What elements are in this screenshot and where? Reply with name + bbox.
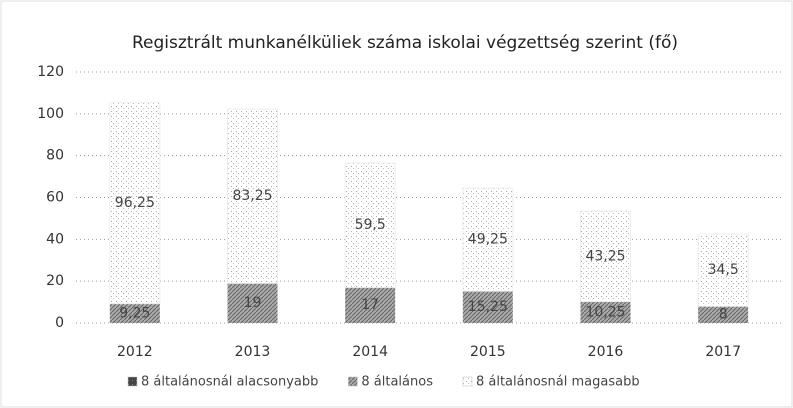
bar-segment [462,187,514,292]
bar-segment [580,210,631,303]
data-label: 34,5 [708,262,739,278]
legend-swatch [127,376,138,387]
data-label: 9,25 [119,305,150,321]
data-label: 49,25 [468,232,508,248]
legend-swatch [462,376,473,387]
y-tick-label: 40 [46,231,64,247]
y-tick-label: 100 [37,106,64,122]
x-tick-label: 2017 [705,344,741,360]
bar-segment [462,291,513,323]
bar-segment [698,306,749,323]
y-tick-label: 120 [37,64,64,80]
legend-label: 8 általános [361,375,433,390]
x-tick-label: 2016 [588,344,624,360]
legend-swatch [348,376,358,387]
data-label: 17 [361,297,379,313]
bar-segment [345,287,396,323]
legend-label: 8 általánosnál magasabb [476,375,640,390]
x-tick-label: 2013 [235,344,271,360]
bar-segment [109,303,160,323]
y-tick-label: 0 [55,315,64,331]
y-tick-label: 80 [46,148,64,164]
bar-segment [227,108,278,284]
bar-segment [580,301,631,323]
bar-segment [344,162,396,288]
data-label: 96,25 [115,195,155,211]
chart-title: Regisztrált munkanélküliek száma iskolai… [132,33,678,53]
data-label: 59,5 [355,217,386,233]
data-label: 43,25 [585,248,625,264]
x-tick-label: 2015 [470,344,506,360]
y-tick-label: 20 [46,273,64,289]
y-tick-label: 60 [46,190,64,206]
legend-label: 8 általánosnál alacsonyabb [141,375,318,390]
x-tick-label: 2012 [117,344,153,360]
data-label: 8 [719,307,728,323]
data-label: 15,25 [468,299,508,315]
bar-segment [109,101,161,305]
data-label: 10,25 [585,304,625,320]
x-tick-label: 2014 [352,344,388,360]
data-label: 83,25 [232,188,272,204]
data-label: 19 [244,295,262,311]
bar-segment [227,283,278,323]
bar-segment [697,233,749,307]
